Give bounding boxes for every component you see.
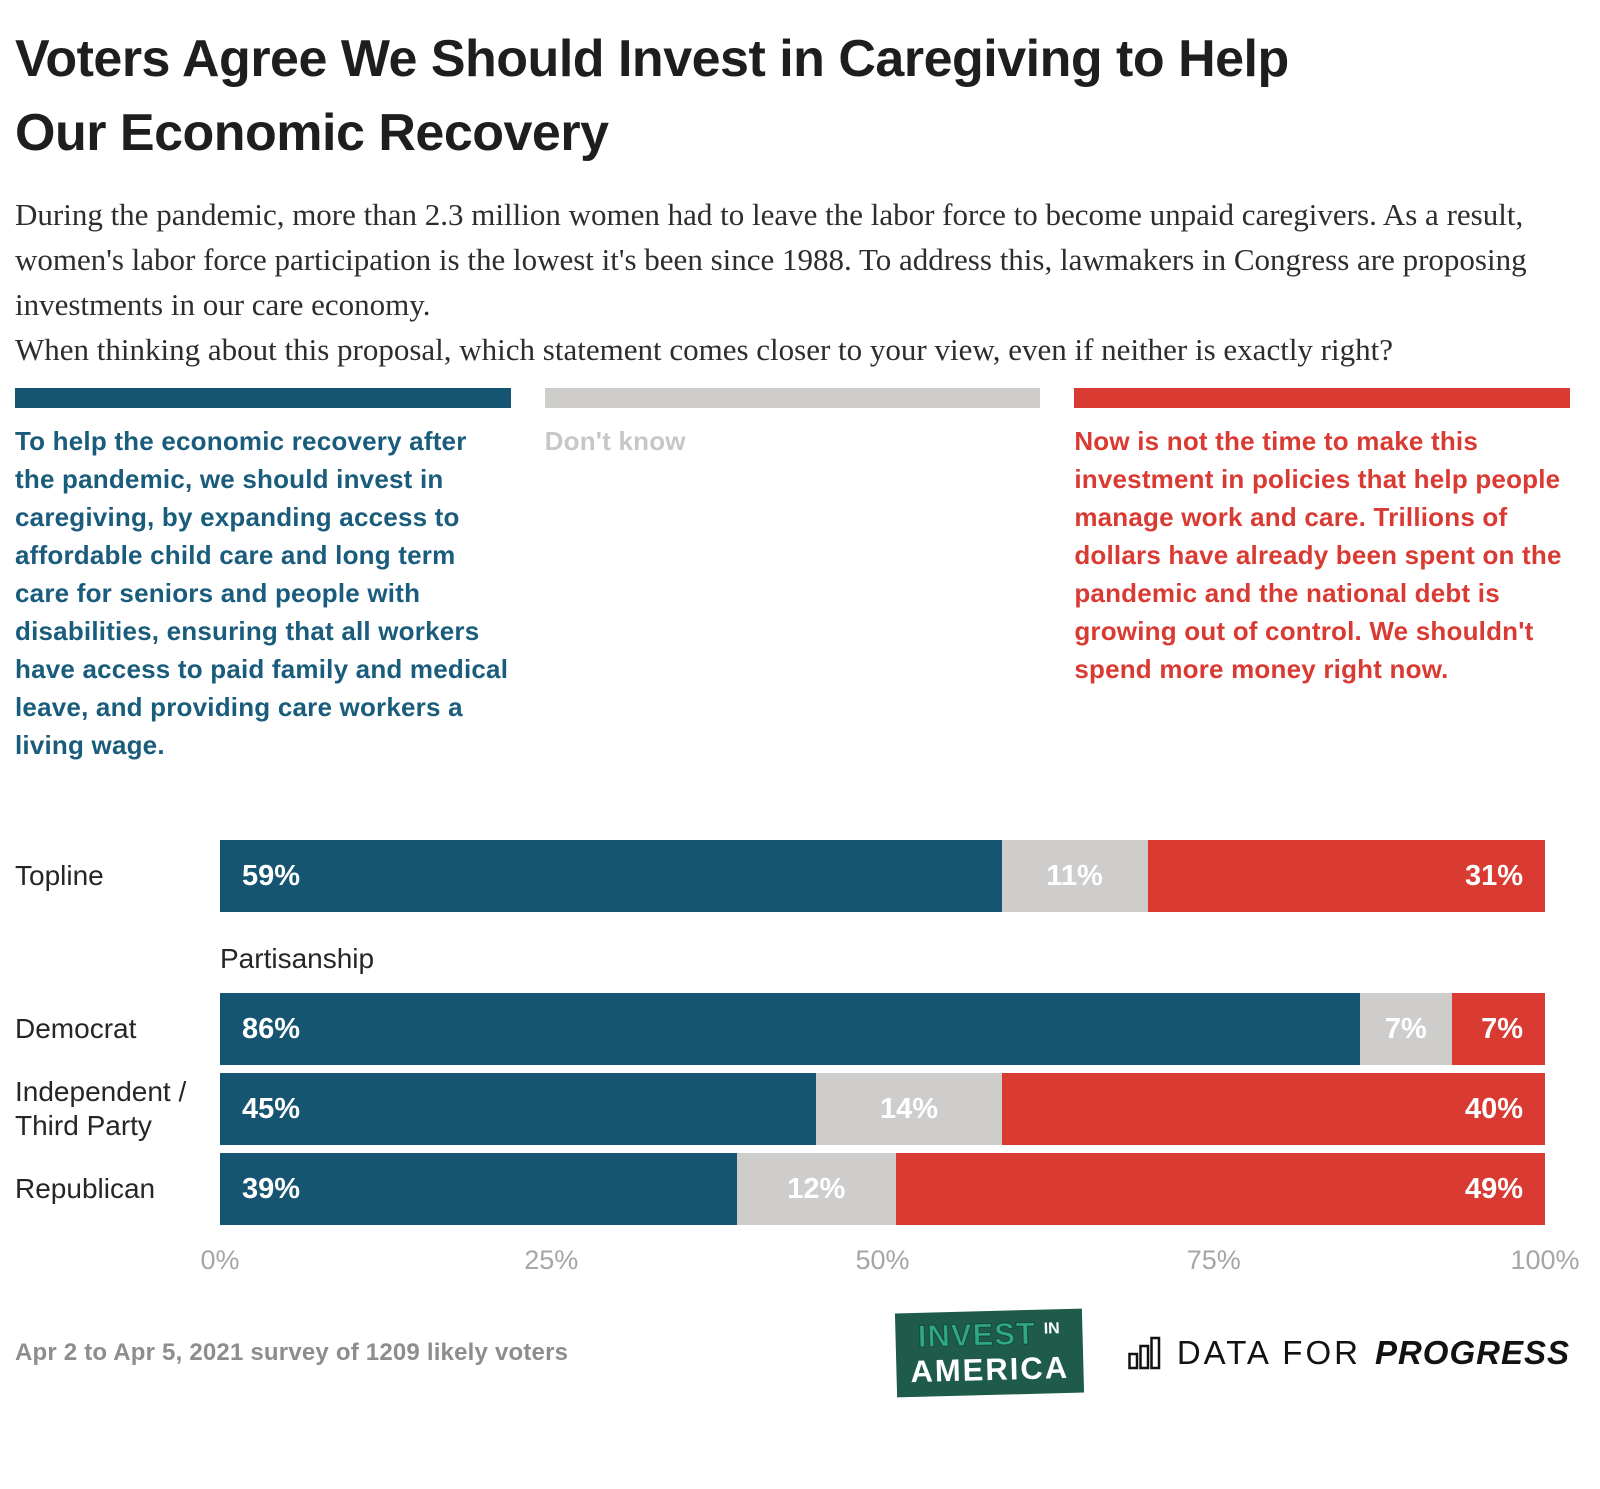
legend-label-dont-know: Don't know [544,426,686,456]
segment-value-label: 45% [242,1092,301,1125]
segment-value-label: 59% [242,859,301,892]
row-label-independent: Independent / Third Party [15,1076,187,1141]
bar-segment-dont-know: 12% [736,1153,896,1225]
intro-text: During the pandemic, more than 2.3 milli… [15,192,1535,372]
bar-segment-support: 59% [220,840,1002,912]
axis-tick-0: 0% [200,1245,240,1275]
bar-row-republican: Republican 39% 12% 49% [15,1153,1545,1225]
page-title-line-2: Our Economic Recovery [15,104,609,162]
bar-track-independent: 45% 14% 40% [220,1073,1545,1145]
bar-segment-dont-know: 7% [1359,993,1453,1065]
bar-chart-icon [1128,1336,1161,1370]
bar-row-topline: Topline 59% 11% 31% [15,840,1545,912]
page-title: Voters Agree We Should Invest in Caregiv… [15,22,1570,170]
bar-segment-dont-know: 11% [1001,840,1148,912]
segment-value-label: 39% [242,1172,301,1205]
invest-in-america-top-line: INVEST IN [909,1315,1068,1354]
axis-tick-50: 50% [855,1245,910,1275]
axis-tick-25: 25% [524,1245,579,1275]
bar-segment-oppose: 49% [895,1153,1545,1225]
axis-tick-75: 75% [1186,1245,1241,1275]
row-label-democrat: Democrat [15,1013,137,1044]
group-header-spacer [15,945,220,973]
footer-logos: INVEST IN AMERICA DATA FOR PROGRESS [895,1308,1570,1398]
bar-segment-oppose: 31% [1147,840,1545,912]
invest-word: INVEST [917,1315,1037,1354]
segment-value-label: 31% [1464,859,1523,892]
x-axis-spacer [15,1239,220,1283]
legend: To help the economic recovery after the … [15,388,1570,764]
segment-value-label: 11% [1046,859,1103,892]
segment-value-label: 12% [787,1172,846,1205]
bar-track-republican: 39% 12% 49% [220,1153,1545,1225]
bar-segment-support: 86% [220,993,1360,1065]
row-label-republican: Republican [15,1173,156,1204]
stacked-bar-chart: Topline 59% 11% 31% Partisanship Democra… [15,840,1580,1283]
segment-value-label: 7% [1384,1012,1427,1045]
bar-track-topline: 59% 11% 31% [220,840,1545,912]
intro-paragraph-2: When thinking about this proposal, which… [15,332,1393,367]
legend-column-oppose: Now is not the time to make this investm… [1074,388,1570,764]
group-header-row: Partisanship [15,943,1545,974]
segment-value-label: 40% [1464,1092,1523,1125]
progress-wordmark: PROGRESS [1374,1334,1570,1371]
america-word: AMERICA [910,1349,1070,1390]
bar-segment-dont-know: 14% [816,1073,1002,1145]
x-axis: 0% 25% 50% 75% 100% [200,1239,1579,1283]
intro-paragraph-1: During the pandemic, more than 2.3 milli… [15,197,1527,322]
segment-value-label: 86% [242,1012,301,1045]
axis-tick-100: 100% [1510,1245,1580,1275]
survey-note: Apr 2 to Apr 5, 2021 survey of 1209 like… [15,1339,569,1366]
bar-track-democrat: 86% 7% 7% [220,993,1545,1065]
x-axis-row: 0% 25% 50% 75% 100% [15,1239,1579,1283]
data-for-wordmark: DATA FOR [1176,1334,1361,1371]
group-label-partisanship: Partisanship [220,943,375,974]
legend-column-dont-know: Don't know [544,388,1041,764]
segment-value-label: 14% [879,1092,939,1125]
in-word: IN [1043,1320,1061,1338]
segment-value-label: 7% [1481,1012,1523,1045]
data-for-progress-logo: DATA FOR PROGRESS [1127,1334,1570,1372]
invest-in-america-logo: INVEST IN AMERICA [895,1308,1084,1398]
bar-segment-oppose: 40% [1001,1073,1545,1145]
legend-color-bar-support [15,388,511,408]
legend-color-bar-oppose [1074,388,1570,408]
bar-row-independent: Independent / Third Party 45% 14% 40% [15,1073,1545,1145]
legend-column-support: To help the economic recovery after the … [15,388,511,764]
bar-segment-support: 45% [220,1073,817,1145]
segment-value-label: 49% [1464,1172,1523,1205]
bar-row-democrat: Democrat 86% 7% 7% [15,993,1545,1065]
legend-color-bar-dont-know [544,388,1041,408]
legend-label-support: To help the economic recovery after the … [15,426,509,760]
legend-label-oppose: Now is not the time to make this investm… [1074,426,1562,684]
footer: Apr 2 to Apr 5, 2021 survey of 1209 like… [15,1308,1570,1398]
bar-segment-support: 39% [220,1153,737,1225]
row-label-topline: Topline [15,860,104,891]
page-title-line-1: Voters Agree We Should Invest in Caregiv… [15,30,1289,88]
bar-segment-oppose: 7% [1452,993,1545,1065]
